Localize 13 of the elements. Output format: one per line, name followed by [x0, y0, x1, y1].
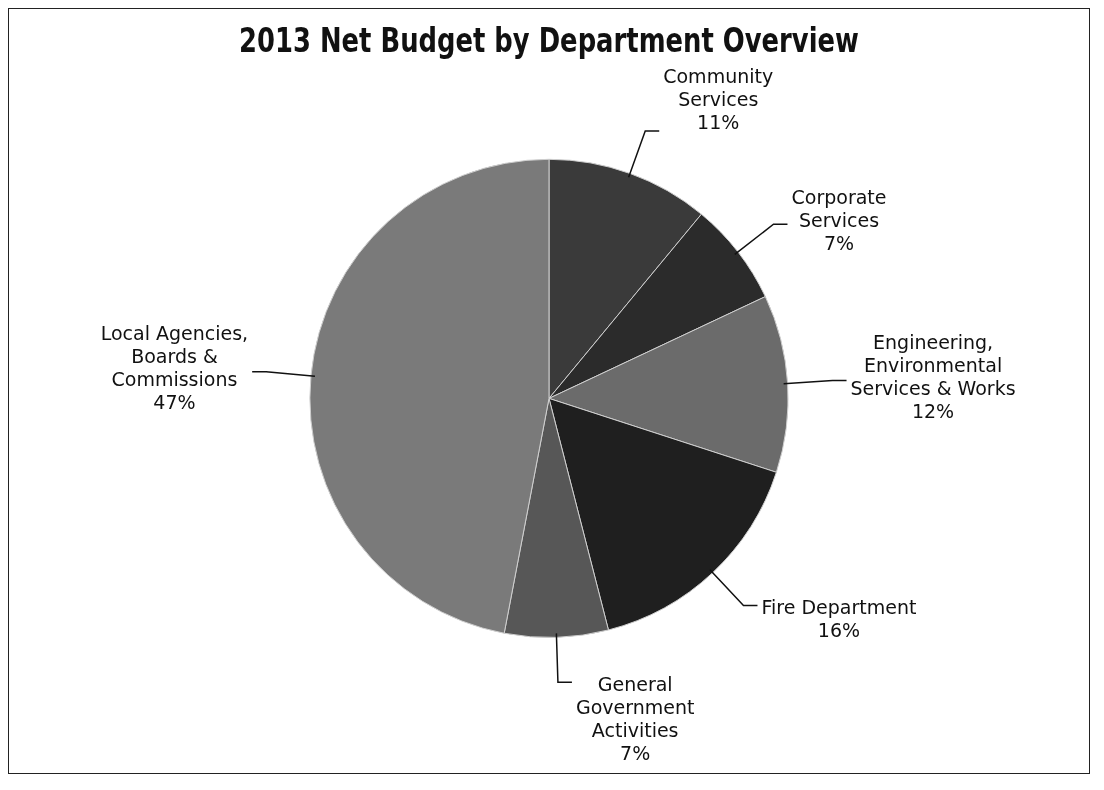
slice-label: Community Services: [663, 64, 774, 110]
data-label: 47%: [153, 391, 196, 414]
slice-label: Corporate Services: [791, 186, 887, 232]
slice-label: Local Agencies, Boards & Commissions: [100, 322, 249, 391]
data-label: 7%: [823, 232, 855, 255]
slice-label: Fire Department: [761, 595, 917, 618]
data-label: 16%: [817, 618, 861, 641]
data-label: 11%: [697, 110, 740, 133]
slice-label: General Government Activities: [575, 672, 695, 741]
chart-title: 2013 Net Budget by Department Overview: [239, 20, 859, 61]
data-label: 12%: [911, 400, 955, 422]
data-label: 7%: [620, 741, 651, 764]
slice-label: Engineering, Environmental Services & Works: [850, 331, 1016, 399]
